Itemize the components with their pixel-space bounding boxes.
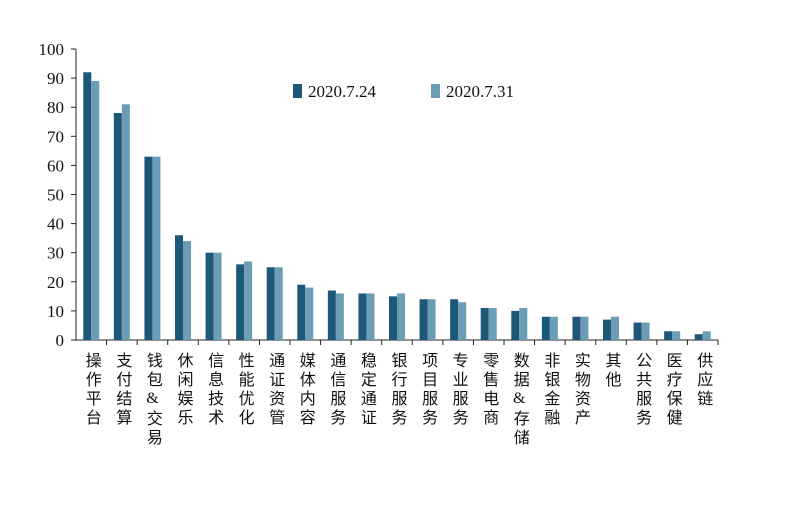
- x-tick-label: 通证资管: [266, 352, 285, 428]
- x-tick-label: 支付结算: [113, 352, 132, 428]
- bar: [549, 316, 558, 340]
- x-tick-label: 稳定通证: [358, 352, 377, 428]
- bar: [511, 310, 520, 340]
- x-tick-label: 项目服务: [419, 352, 438, 428]
- bar: [213, 252, 222, 340]
- y-tick-label: 0: [56, 331, 65, 350]
- bar: [121, 104, 130, 340]
- bar: [672, 331, 681, 340]
- bar: [427, 299, 436, 340]
- x-tick-label: 非银金融: [541, 352, 560, 428]
- legend-swatch: [431, 84, 440, 98]
- bar: [541, 316, 550, 340]
- bar: [664, 331, 673, 340]
- bar: [611, 316, 619, 340]
- bar: [397, 293, 405, 340]
- x-tick-label: 实物资产: [572, 352, 591, 428]
- x-tick-label: 公共服务: [633, 352, 652, 428]
- bar: [274, 267, 283, 340]
- x-tick-label: 性能优化: [236, 352, 255, 428]
- bar: [327, 290, 336, 340]
- x-tick-label: 其他: [603, 352, 622, 390]
- bar: [603, 319, 611, 340]
- y-tick-label: 40: [47, 215, 64, 234]
- bar: [91, 81, 100, 340]
- bar: [244, 261, 253, 340]
- y-tick-label: 10: [47, 302, 64, 321]
- bar: [335, 293, 344, 340]
- bar: [366, 293, 375, 340]
- bar: [144, 156, 153, 340]
- x-tick-label: 专业服务: [450, 352, 469, 428]
- bar: [694, 334, 703, 340]
- y-tick-label: 100: [39, 40, 65, 59]
- bar: [175, 235, 183, 340]
- y-tick-label: 70: [47, 127, 64, 146]
- bar: [205, 252, 214, 340]
- x-tick-label: 医疗保健: [664, 352, 683, 428]
- legend-label: 2020.7.31: [446, 82, 514, 101]
- bar: [480, 307, 489, 340]
- x-tick-label: 数据&存储: [511, 352, 530, 448]
- x-tick-label: 银行服务: [389, 352, 408, 428]
- legend-swatch: [293, 84, 302, 98]
- bar: [580, 316, 589, 340]
- bar: [152, 156, 161, 340]
- bar: [358, 293, 367, 340]
- bar: [113, 113, 122, 341]
- bar: [236, 264, 245, 340]
- bar: [183, 241, 191, 340]
- x-tick-label: 操作平台: [83, 352, 102, 428]
- y-tick-label: 30: [47, 244, 64, 263]
- x-tick-label: 钱包&交易: [144, 352, 163, 448]
- bar: [641, 322, 650, 340]
- bar: [488, 307, 497, 340]
- y-tick-label: 90: [47, 69, 64, 88]
- y-tick-label: 20: [47, 273, 64, 292]
- bar: [702, 331, 711, 340]
- bar: [297, 284, 306, 340]
- x-tick-label: 媒体内容: [297, 352, 316, 428]
- bar: [458, 302, 467, 340]
- x-tick-label: 零售电商: [480, 352, 499, 428]
- legend-label: 2020.7.24: [308, 82, 377, 101]
- bar: [305, 287, 314, 340]
- x-tick-label: 信息技术: [205, 352, 224, 428]
- x-tick-label: 供应链: [694, 352, 713, 409]
- bar: [519, 307, 528, 340]
- y-tick-label: 60: [47, 156, 64, 175]
- bar: [450, 299, 459, 340]
- bar: [419, 299, 428, 340]
- bar: [266, 267, 275, 340]
- y-tick-label: 80: [47, 98, 64, 117]
- bar: [389, 296, 397, 340]
- x-tick-label: 休闲娱乐: [175, 352, 194, 428]
- bar: [83, 72, 92, 340]
- bar: [572, 316, 581, 340]
- bar: [633, 322, 642, 340]
- y-tick-label: 50: [47, 186, 64, 205]
- x-tick-label: 通信服务: [327, 352, 346, 428]
